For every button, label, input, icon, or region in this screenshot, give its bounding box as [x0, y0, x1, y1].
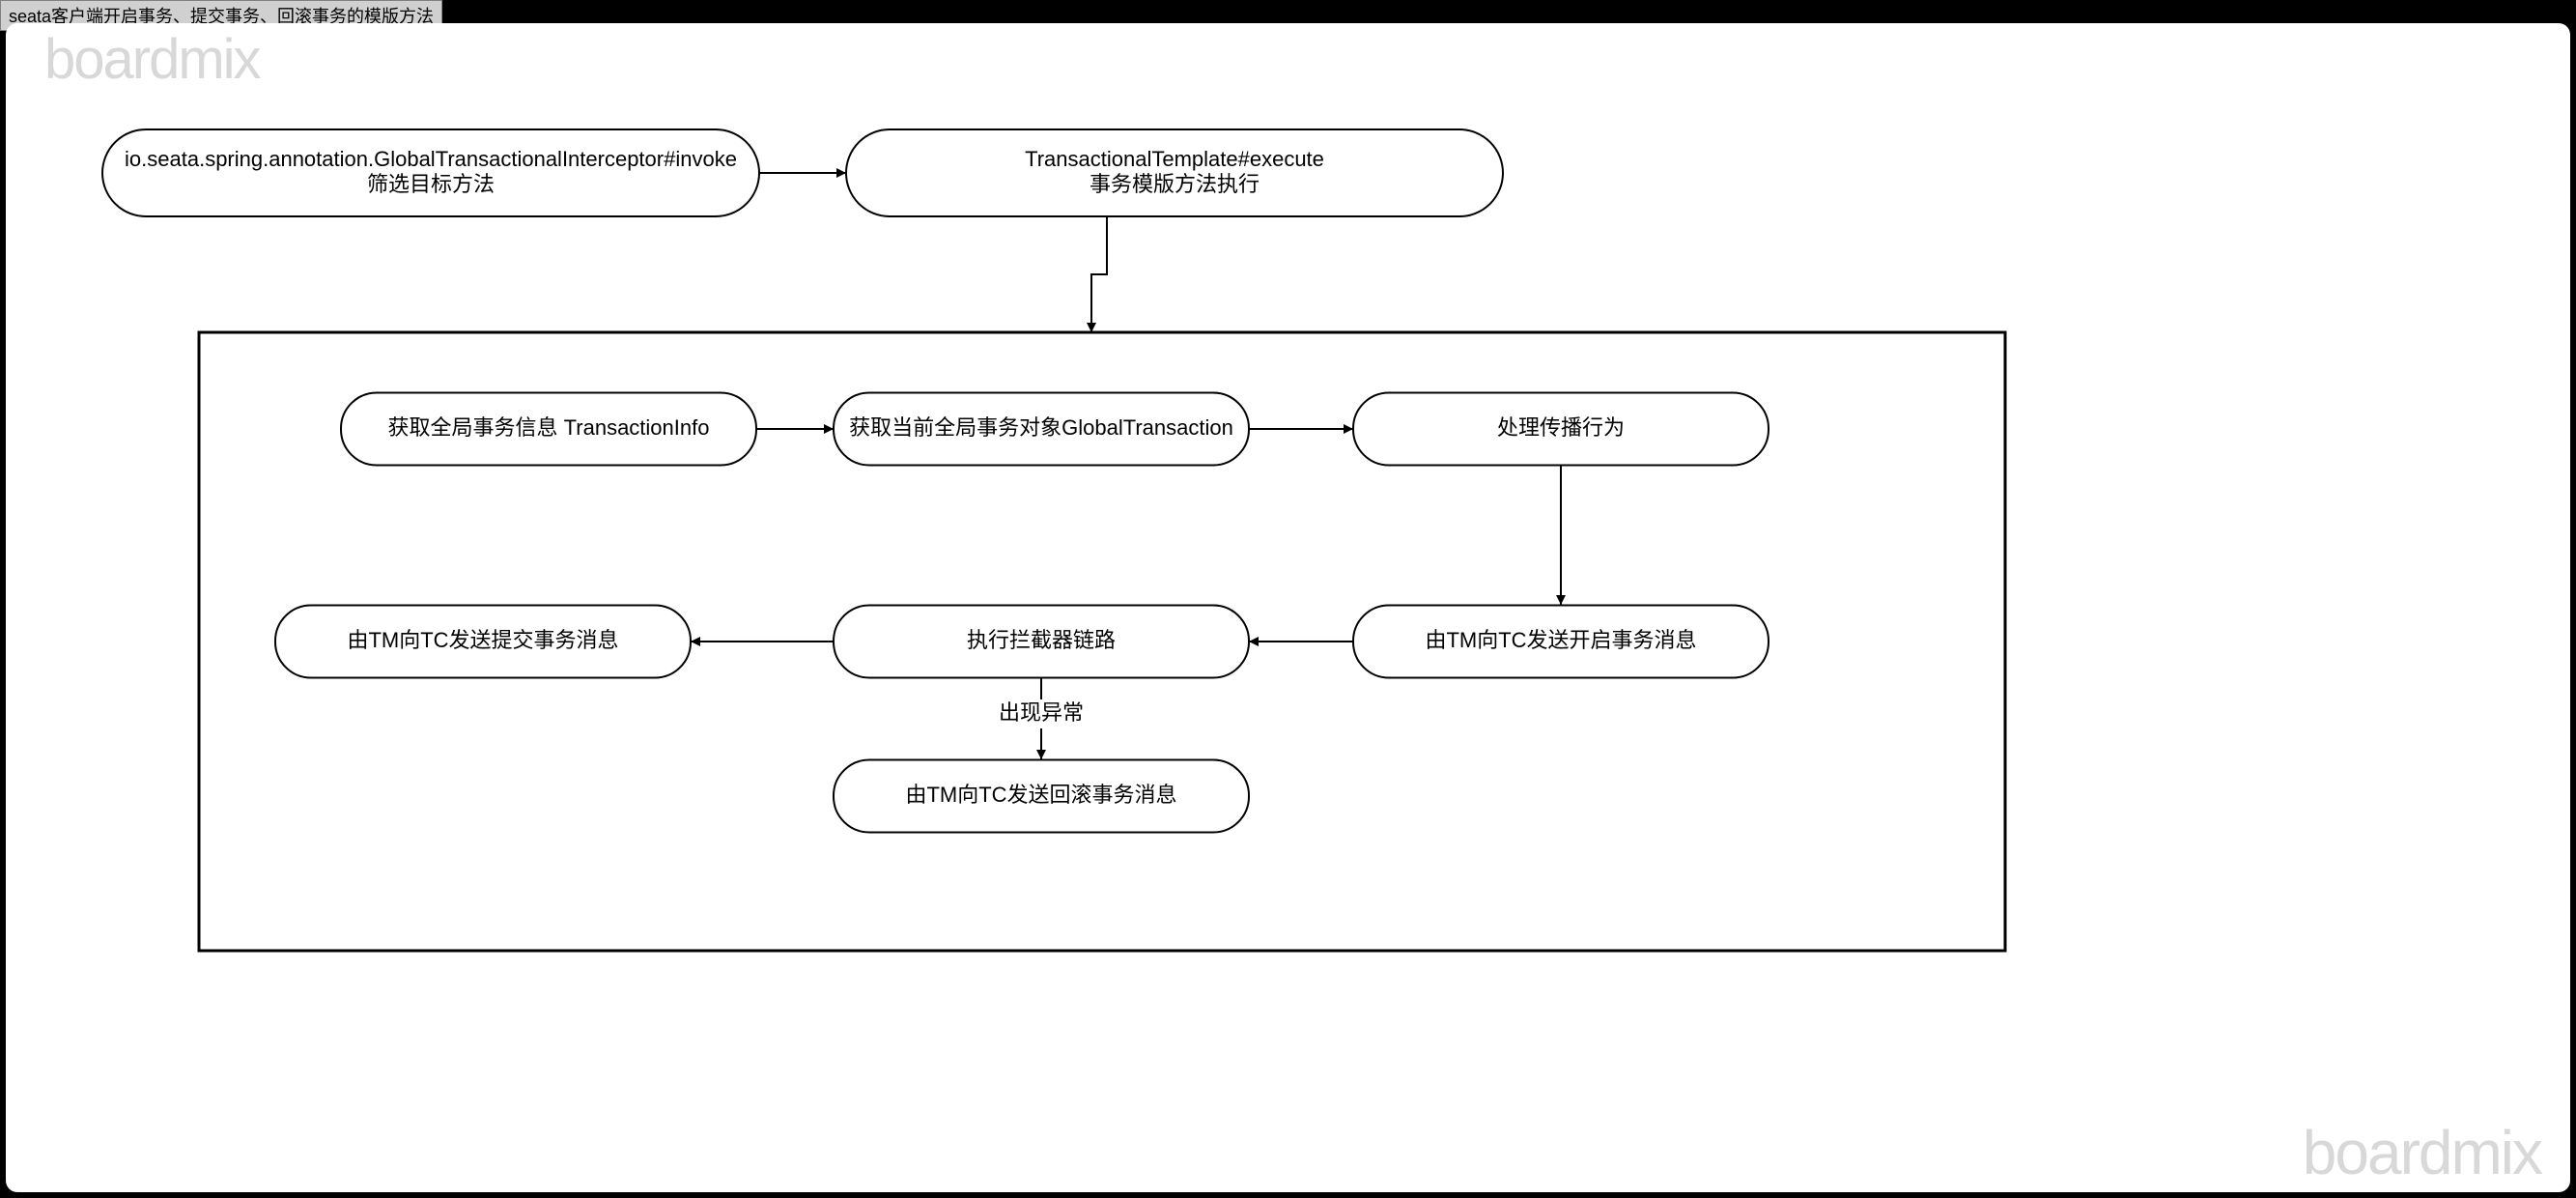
- node-n5-line0: 处理传播行为: [1497, 415, 1625, 440]
- edge-1: [1091, 216, 1107, 332]
- edge-label-7: 出现异常: [999, 700, 1084, 725]
- flowchart-svg: 出现异常 io.seata.spring.annotation.GlobalTra…: [6, 23, 2570, 1192]
- node-n1-line1: 筛选目标方法: [367, 172, 495, 196]
- node-n4-line0: 获取当前全局事务对象GlobalTransaction: [849, 415, 1233, 440]
- page-root: seata客户端开启事务、提交事务、回滚事务的模版方法 boardmix boa…: [0, 0, 2576, 1198]
- node-n8-line0: 由TM向TC发送提交事务消息: [347, 628, 618, 652]
- node-n3-line0: 获取全局事务信息 TransactionInfo: [388, 415, 710, 440]
- node-n9-line0: 由TM向TC发送回滚事务消息: [905, 783, 1176, 807]
- svg-layer: 出现异常 io.seata.spring.annotation.GlobalTra…: [6, 23, 2570, 1192]
- node-n6-line0: 由TM向TC发送开启事务消息: [1425, 628, 1696, 652]
- node-n7-line0: 执行拦截器链路: [967, 628, 1116, 652]
- diagram-canvas: boardmix boardmix 出现异常io.seata.spring.an…: [6, 23, 2570, 1192]
- node-n2-line1: 事务模版方法执行: [1090, 172, 1260, 196]
- node-n1-line0: io.seata.spring.annotation.GlobalTransac…: [125, 147, 737, 171]
- node-n2-line0: TransactionalTemplate#execute: [1025, 147, 1324, 171]
